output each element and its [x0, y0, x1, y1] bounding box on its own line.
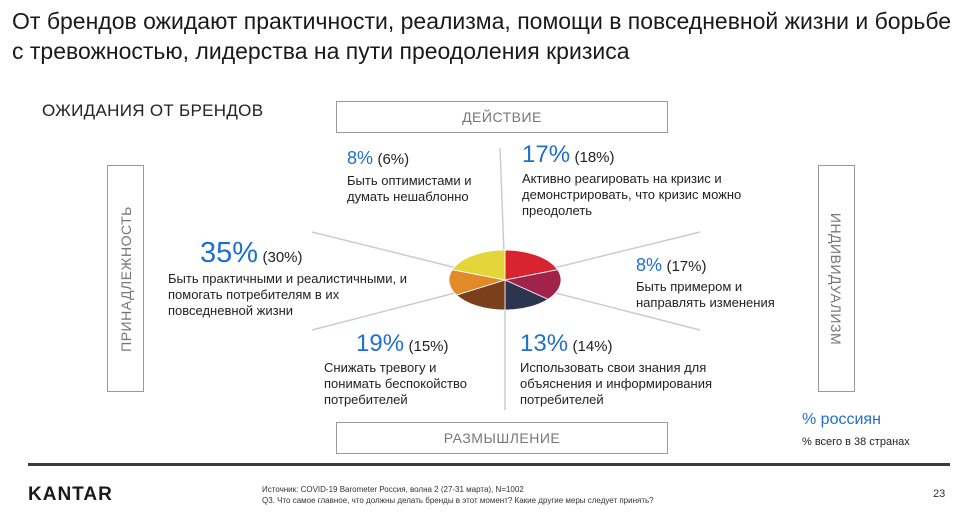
slice-top-right [504, 249, 559, 281]
expectation-text: Активно реагировать на кризис и демонстр… [522, 171, 742, 218]
pct-global: (15%) [408, 338, 449, 355]
source-note: Источник: COVID-19 Barometer Россия, вол… [262, 484, 654, 506]
pct-global: (14%) [572, 338, 613, 355]
expectation-optimism: 8% (6%) Быть оптимистами и думать нешабл… [347, 148, 497, 205]
expectation-inform: 13% (14%) Использовать свои знания для о… [520, 330, 740, 408]
kantar-logo: KANTAR [28, 484, 113, 505]
footer-divider [28, 463, 950, 466]
expectation-text: Использовать свои знания для объяснения … [520, 360, 713, 407]
pct-russia: 35% [200, 237, 259, 269]
axis-bottom-text: РАЗМЫШЛЕНИЕ [443, 430, 561, 446]
legend-russia: % россиян [802, 411, 881, 428]
pct-russia: 8% [636, 255, 663, 275]
axis-label-bottom: РАЗМЫШЛЕНИЕ [336, 422, 668, 454]
slide-title: От брендов ожидают практичности, реализм… [12, 8, 952, 64]
expectation-practical: 35% (30%) Быть практичными и реалистичны… [168, 237, 418, 319]
axis-label-top: ДЕЙСТВИЕ [336, 101, 668, 133]
pct-russia: 8% [347, 148, 374, 168]
pct-global: (30%) [262, 249, 303, 266]
expectation-text: Быть практичными и реалистичными, и помо… [168, 271, 407, 318]
slice-right [503, 269, 562, 300]
expectation-text: Снижать тревогу и понимать беспокойство … [324, 360, 467, 407]
source-line-2: Q3. Что самое главное, что должны делать… [262, 496, 654, 505]
legend-global: % всего в 38 странах [802, 436, 910, 448]
wheel-slices [448, 249, 562, 311]
pct-russia: 19% [356, 330, 405, 357]
expectation-text: Быть примером и направлять изменения [636, 279, 775, 310]
expectation-react-crisis: 17% (18%) Активно реагировать на кризис … [522, 141, 742, 219]
expectation-reduce-anxiety: 19% (15%) Снижать тревогу и понимать бес… [324, 330, 494, 408]
pct-global: (17%) [666, 258, 707, 275]
expectation-lead-change: 8% (17%) Быть примером и направлять изме… [636, 255, 796, 311]
slice-bottom-left [455, 279, 506, 311]
section-label: ОЖИДАНИЯ ОТ БРЕНДОВ [42, 101, 264, 120]
axis-label-right: ИНДИВИДУАЛИЗМ [818, 165, 855, 392]
pct-russia: 17% [522, 141, 571, 168]
page-number: 23 [933, 488, 946, 500]
axis-top-text: ДЕЙСТВИЕ [462, 109, 542, 125]
slice-top-left [451, 249, 506, 281]
pct-russia: 13% [520, 330, 569, 357]
pct-global: (18%) [574, 149, 615, 166]
pct-global: (6%) [377, 151, 410, 168]
axis-label-left: ПРИНАДЛЕЖНОСТЬ [107, 165, 144, 392]
source-line-1: Источник: COVID-19 Barometer Россия, вол… [262, 485, 524, 494]
expectation-text: Быть оптимистами и думать нешаблонно [347, 173, 472, 204]
